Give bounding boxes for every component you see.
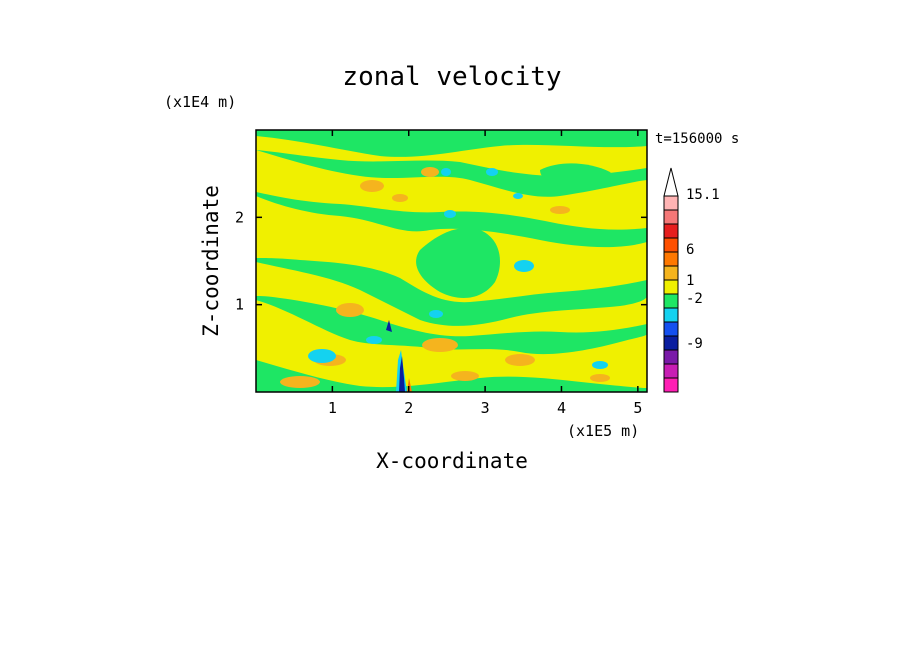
colorbar-tick-label: 6 — [686, 242, 694, 258]
orange-regions — [280, 167, 610, 388]
colorbar-level — [663, 321, 679, 337]
colorbar-level — [663, 251, 679, 267]
x-axis-label: X-coordinate — [376, 449, 528, 473]
y-axis-ticks: 12 — [235, 208, 647, 314]
x-scale-label: (x1E5 m) — [567, 422, 639, 440]
y-scale-label: (x1E4 m) — [164, 93, 236, 111]
x-tick-label: 1 — [328, 399, 337, 417]
colorbar-tick-label: 15.1 — [686, 187, 720, 203]
colorbar-level — [663, 293, 679, 309]
colorbar-tick-label: -2 — [686, 291, 703, 307]
cyan-regions — [308, 168, 608, 369]
contour-field — [256, 130, 647, 392]
x-tick-label: 2 — [404, 399, 413, 417]
colorbar-level — [663, 335, 679, 351]
colorbar-level — [663, 363, 679, 379]
green-regions — [256, 130, 647, 392]
chart-title: zonal velocity — [342, 62, 561, 92]
plume — [386, 320, 412, 392]
y-tick-label: 1 — [235, 296, 244, 314]
colorbar-level — [663, 209, 679, 225]
y-axis-label: Z-coordinate — [199, 185, 223, 337]
colorbar-tick-label: -9 — [686, 336, 703, 352]
plot-frame — [255, 129, 648, 393]
x-tick-label: 3 — [481, 399, 490, 417]
colorbar-level — [663, 195, 679, 211]
y-tick-label: 2 — [235, 208, 244, 226]
colorbar-tick-label: 1 — [686, 273, 694, 289]
colorbar-level — [663, 377, 679, 393]
x-axis-ticks: 1 2 3 4 5 — [328, 130, 642, 417]
x-tick-label: 4 — [557, 399, 566, 417]
colorbar-level — [663, 279, 679, 295]
time-label: t=156000 s — [655, 131, 739, 147]
x-tick-label: 5 — [633, 399, 642, 417]
colorbar: 15.1 6 1 -2 -9 — [663, 167, 720, 393]
colorbar-level — [663, 265, 679, 281]
colorbar-level — [663, 307, 679, 323]
colorbar-level — [663, 349, 679, 365]
colorbar-top-arrow — [663, 167, 679, 197]
colorbar-level — [663, 223, 679, 239]
colorbar-level — [663, 237, 679, 253]
